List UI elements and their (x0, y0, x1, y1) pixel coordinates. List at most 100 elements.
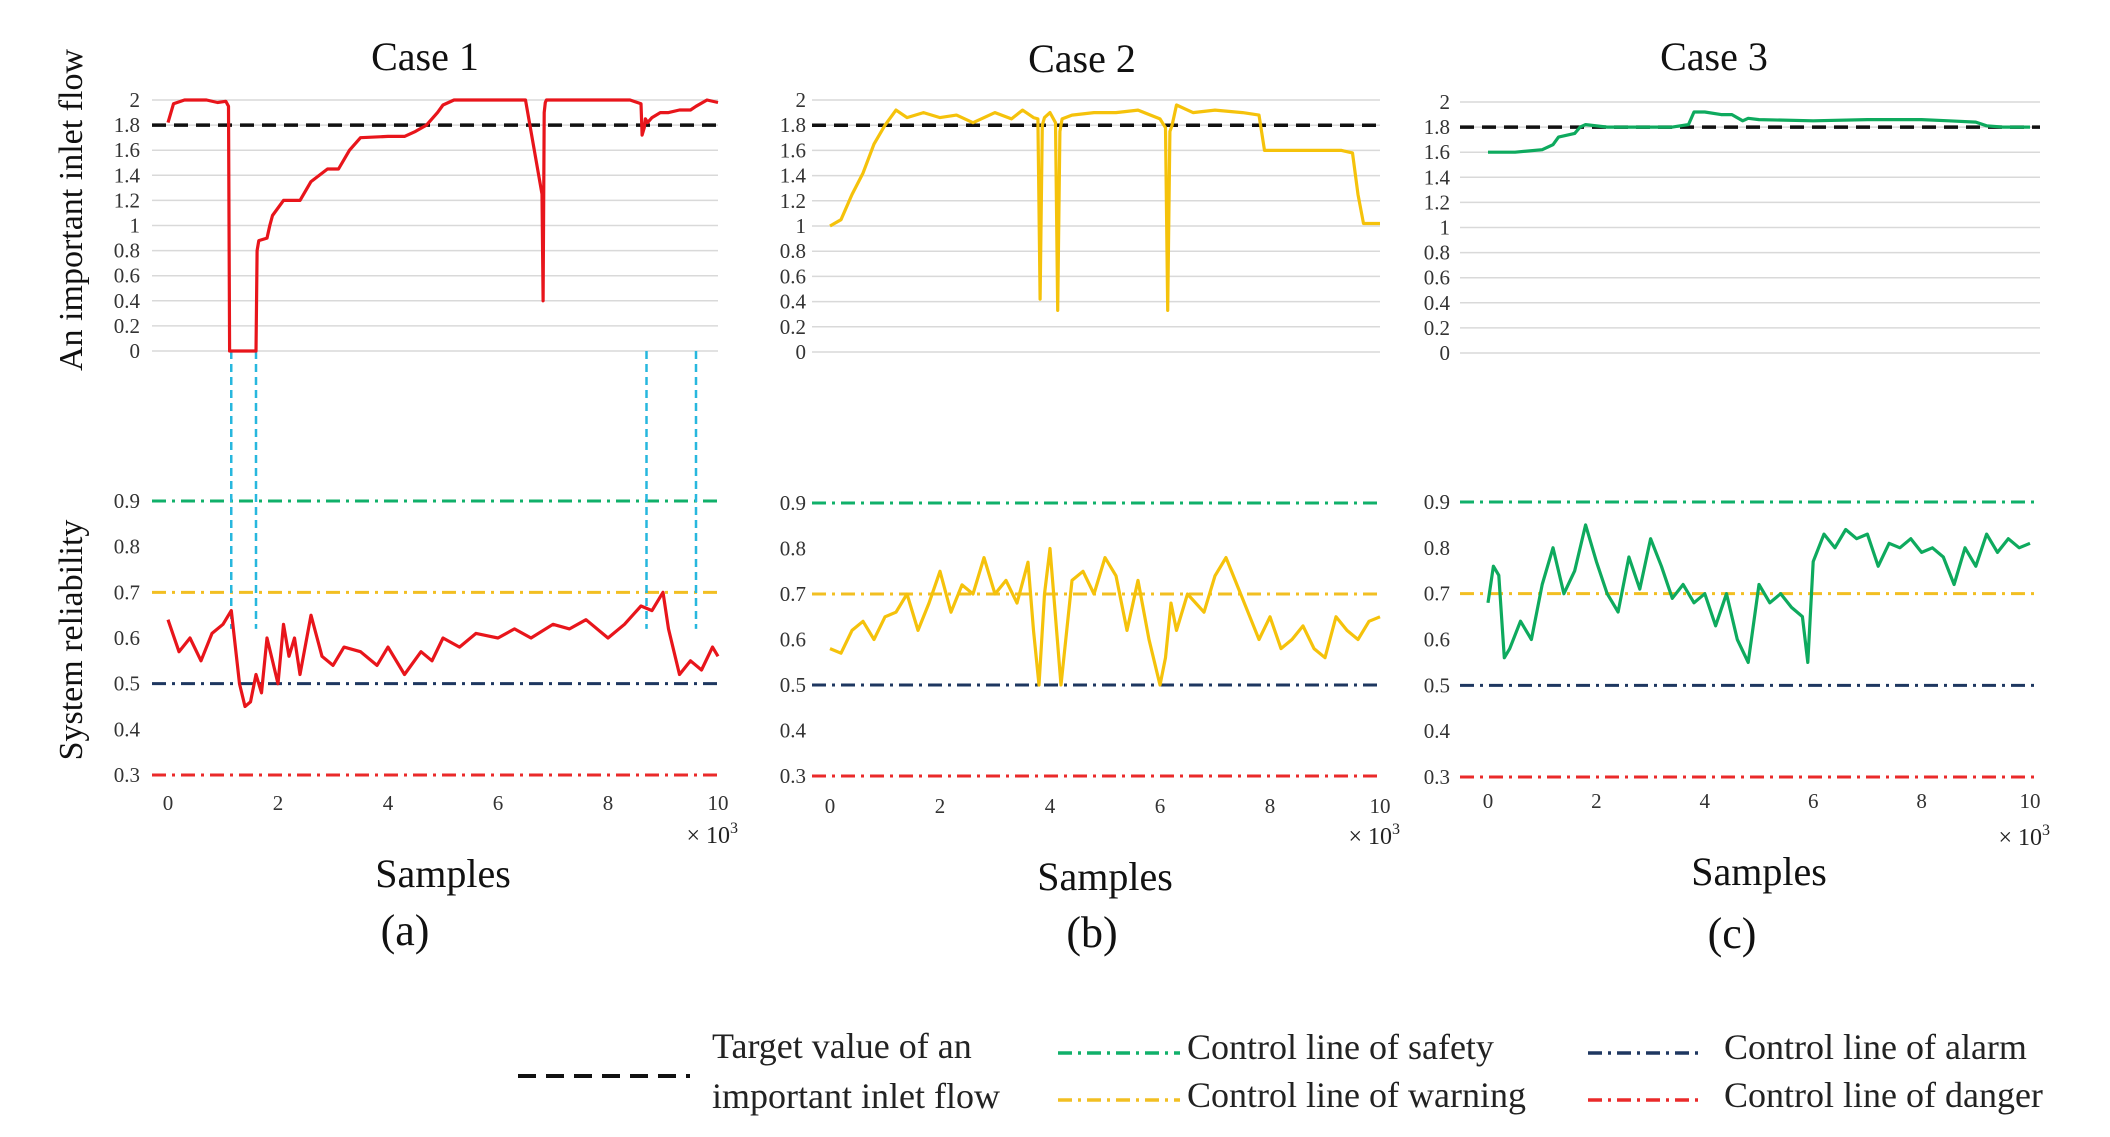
bottom-ytick-label: 0.7 (780, 582, 806, 606)
panel-case-2: Case 200.20.40.60.811.21.41.61.820.30.40… (780, 36, 1400, 957)
xlabel-samples: Samples (1691, 849, 1827, 894)
xtick-label: 4 (1700, 789, 1711, 813)
top-ytick-label: 0.8 (1424, 241, 1450, 265)
top-ytick-label: 1 (1440, 216, 1451, 240)
top-ytick-label: 1.4 (780, 164, 807, 188)
top-ytick-label: 1.6 (1424, 140, 1450, 164)
xtick-label: 2 (273, 791, 284, 815)
top-ytick-label: 1 (796, 214, 807, 238)
x-multiplier-exponent: 3 (2042, 822, 2050, 839)
x-multiplier: × 103 (686, 820, 738, 849)
top-ytick-label: 0.4 (780, 290, 807, 314)
case-title: Case 2 (1028, 36, 1136, 81)
bottom-ytick-label: 0.4 (114, 717, 141, 741)
top-ytick-label: 0.6 (114, 264, 140, 288)
top-ytick-label: 2 (1440, 90, 1451, 114)
top-ytick-label: 1.8 (114, 113, 140, 137)
xtick-label: 4 (383, 791, 394, 815)
case-title: Case 3 (1660, 34, 1768, 79)
inlet-flow-series-line (1488, 110, 2030, 154)
top-ytick-label: 2 (796, 88, 807, 112)
x-multiplier: × 103 (1348, 821, 1400, 850)
inlet-flow-series-line (829, 103, 1380, 312)
legend-safety-label: Control line of safety (1187, 1027, 1494, 1067)
bottom-ytick-label: 0.5 (114, 672, 140, 696)
xtick-label: 4 (1045, 794, 1056, 818)
x-multiplier-base: × 10 (1348, 824, 1392, 850)
top-ytick-label: 1.2 (780, 189, 806, 213)
bottom-ytick-label: 0.3 (1424, 765, 1450, 789)
top-ytick-label: 1.6 (780, 138, 806, 162)
bottom-ytick-label: 0.4 (1424, 719, 1451, 743)
top-ytick-label: 0.6 (1424, 266, 1450, 290)
panel-sublabel: (c) (1708, 909, 1757, 958)
top-ytick-label: 1.4 (1424, 165, 1451, 189)
top-ytick-label: 0.8 (780, 239, 806, 263)
reliability-series-line (829, 546, 1381, 687)
top-ytick-label: 0.4 (114, 289, 141, 313)
panel-sublabel: (a) (381, 906, 430, 955)
bottom-ytick-label: 0.3 (114, 763, 140, 787)
reliability-series-line (1486, 523, 2031, 664)
top-ytick-label: 1.6 (114, 138, 140, 162)
xtick-label: 10 (2020, 789, 2041, 813)
top-ytick-label: 0.4 (1424, 291, 1451, 315)
bottom-ytick-label: 0.9 (114, 489, 140, 513)
bottom-ytick-label: 0.9 (780, 491, 806, 515)
top-ytick-label: 1.2 (1424, 190, 1450, 214)
xtick-label: 2 (1591, 789, 1602, 813)
legend-alarm-label: Control line of alarm (1724, 1027, 2027, 1067)
xtick-label: 0 (163, 791, 174, 815)
xlabel-samples: Samples (1037, 854, 1173, 899)
top-ytick-label: 0 (130, 339, 141, 363)
panel-case-1: Case 100.20.40.60.811.21.41.61.820.30.40… (114, 34, 738, 955)
panel-sublabel: (b) (1066, 908, 1117, 957)
x-multiplier-exponent: 3 (730, 820, 738, 837)
xtick-label: 6 (493, 791, 504, 815)
bottom-ytick-label: 0.7 (114, 580, 140, 604)
legend-target-label-line2: important inlet flow (712, 1076, 1000, 1116)
panel-case-3: Case 300.20.40.60.811.21.41.61.820.30.40… (1424, 34, 2050, 958)
top-ytick-label: 1.4 (114, 163, 141, 187)
bottom-ytick-label: 0.4 (780, 719, 807, 743)
bottom-ytick-label: 0.6 (780, 628, 806, 652)
case-title: Case 1 (371, 34, 479, 79)
top-ytick-label: 0.6 (780, 264, 806, 288)
xtick-label: 8 (603, 791, 614, 815)
top-ytick-label: 1 (130, 214, 141, 238)
xtick-label: 2 (935, 794, 946, 818)
xlabel-samples: Samples (375, 851, 511, 896)
bottom-ytick-label: 0.8 (1424, 536, 1450, 560)
top-ytick-label: 1.8 (1424, 115, 1450, 139)
top-ytick-label: 0.2 (1424, 316, 1450, 340)
bottom-ytick-label: 0.7 (1424, 582, 1450, 606)
x-multiplier-exponent: 3 (1392, 821, 1400, 838)
top-ytick-label: 0.8 (114, 239, 140, 263)
top-ytick-label: 2 (130, 88, 141, 112)
bottom-ytick-label: 0.5 (780, 673, 806, 697)
xtick-label: 6 (1155, 794, 1166, 818)
xtick-label: 10 (708, 791, 729, 815)
reliability-series-line (166, 590, 720, 709)
xtick-label: 6 (1808, 789, 1819, 813)
legend-danger-label: Control line of danger (1724, 1075, 2043, 1115)
x-multiplier-base: × 10 (1998, 825, 2042, 851)
top-ytick-label: 0.2 (780, 315, 806, 339)
legend-warning-label: Control line of warning (1187, 1075, 1526, 1115)
top-ytick-label: 1.8 (780, 113, 806, 137)
bottom-ytick-label: 0.8 (780, 537, 806, 561)
top-ytick-label: 0 (1440, 341, 1451, 365)
xtick-label: 8 (1265, 794, 1276, 818)
top-ytick-label: 1.2 (114, 188, 140, 212)
xtick-label: 8 (1916, 789, 1927, 813)
xtick-label: 0 (1483, 789, 1494, 813)
bottom-ytick-label: 0.6 (114, 626, 140, 650)
ylabel-system-reliability: System reliability (53, 520, 90, 761)
top-ytick-label: 0.2 (114, 314, 140, 338)
bottom-ytick-label: 0.5 (1424, 673, 1450, 697)
inlet-flow-series-line (166, 98, 719, 353)
x-multiplier-base: × 10 (686, 823, 730, 849)
bottom-ytick-label: 0.8 (114, 535, 140, 559)
bottom-ytick-label: 0.6 (1424, 628, 1450, 652)
